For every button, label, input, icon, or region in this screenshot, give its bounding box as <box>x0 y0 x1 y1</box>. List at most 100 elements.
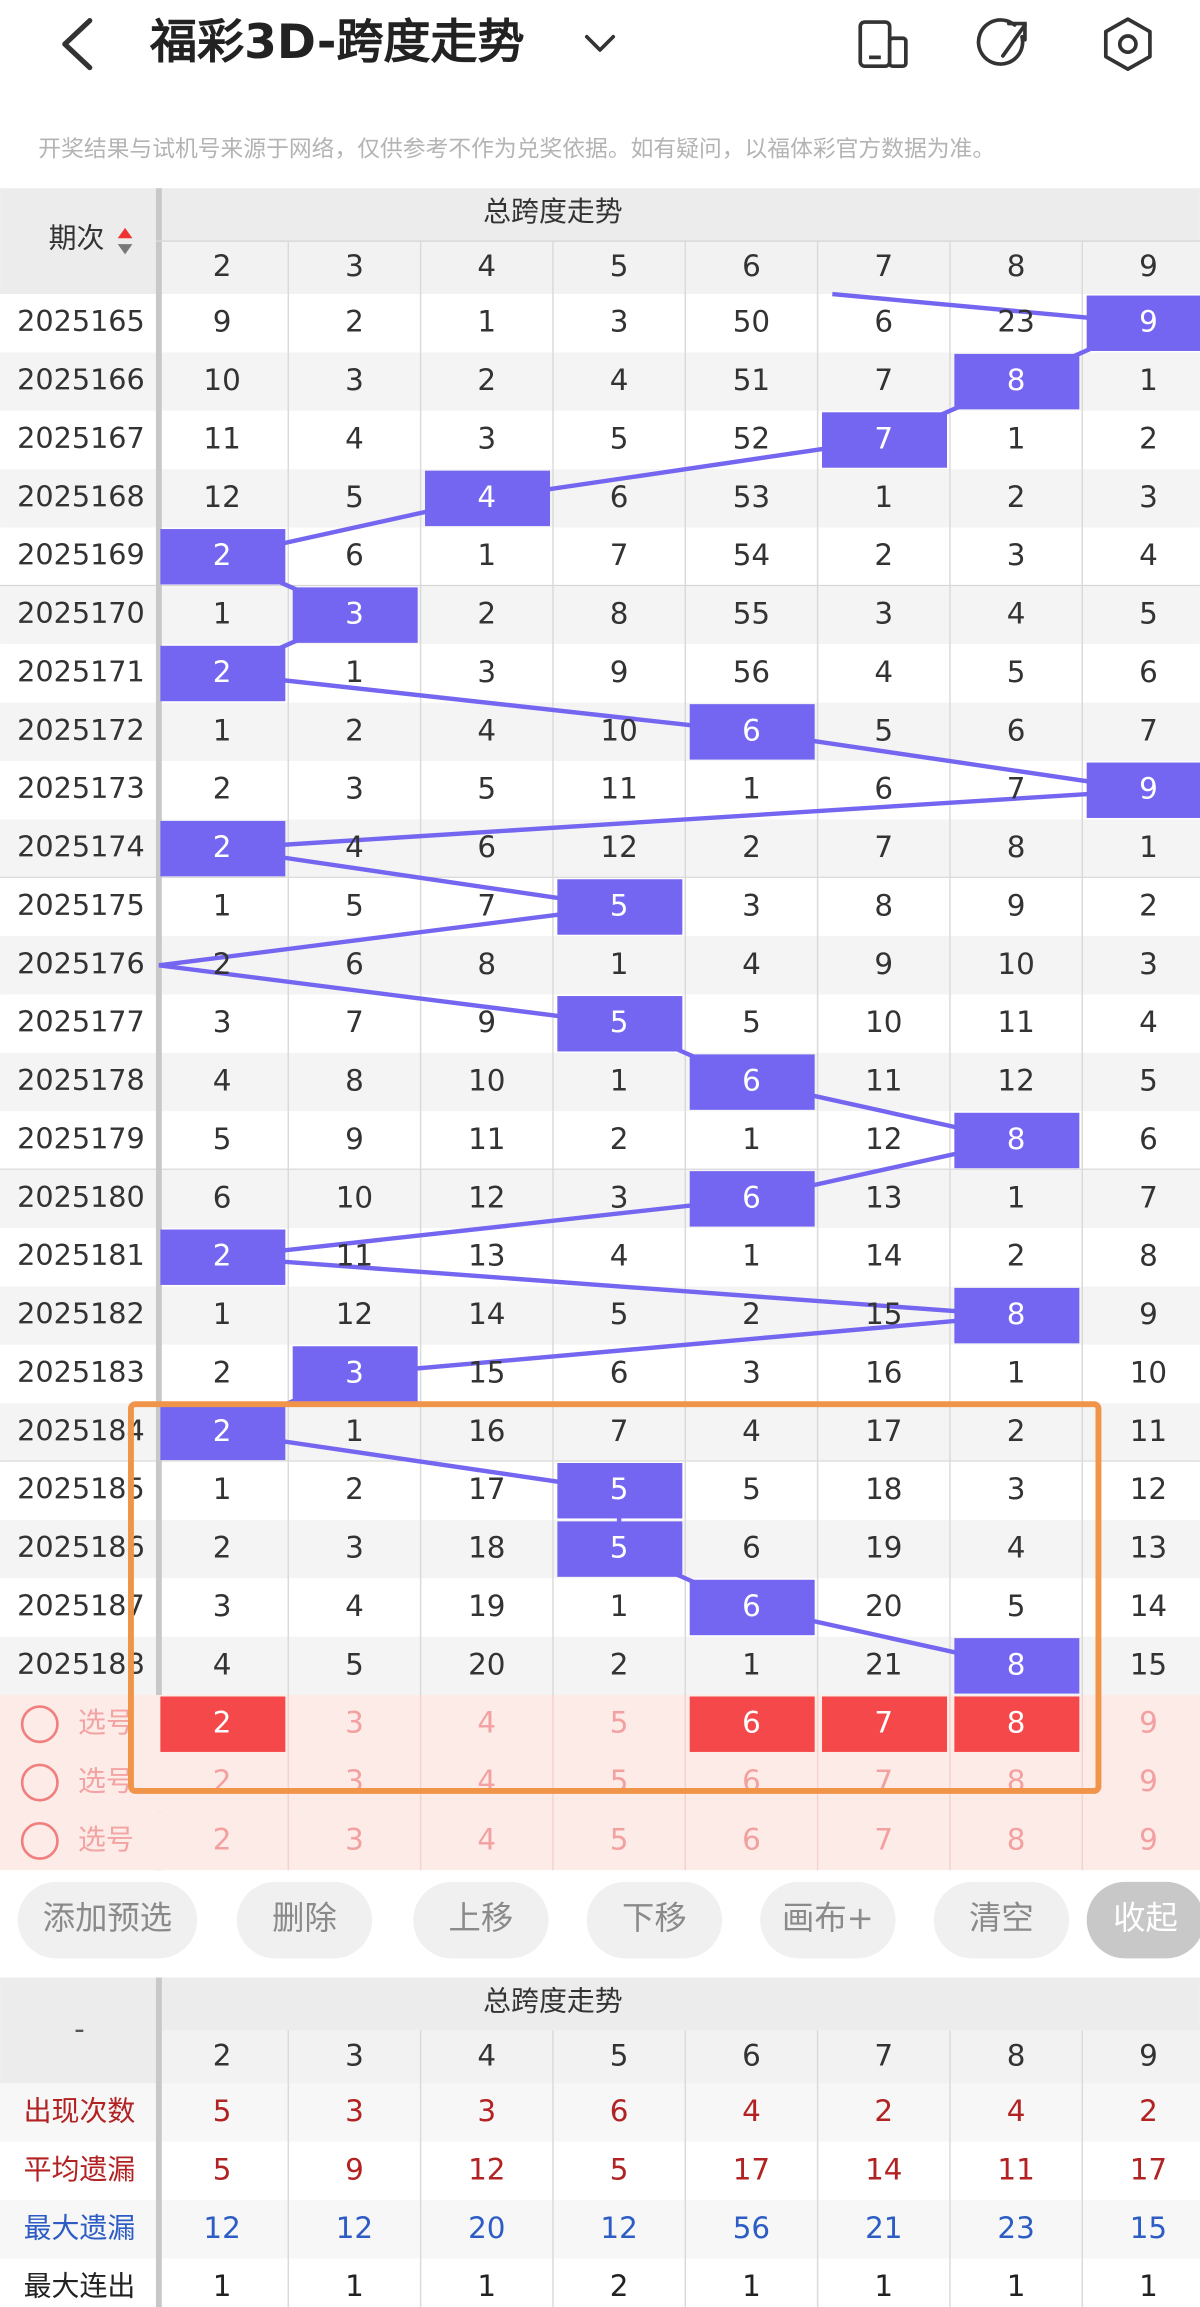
selection-rows: 选号 2 3 4 5 6 7 8 9选号 2 3 4 5 6 7 8 9选号 2 3 4 5 6 7 8 9 <box>0 1695 1200 1871</box>
selection-number[interactable]: 3 <box>345 1822 364 1856</box>
action-button[interactable] <box>586 1881 723 1959</box>
stats-column-label: 8 <box>1007 2038 1026 2072</box>
cell-value: 4 <box>345 1589 364 1623</box>
selection-number[interactable]: 9 <box>1139 1822 1158 1856</box>
selection-number[interactable]: 2 <box>213 1822 232 1856</box>
cell-value: 10 <box>600 713 637 747</box>
title-dropdown[interactable] <box>584 34 616 52</box>
cell-value: 1 <box>1139 363 1158 397</box>
cell-value: 1 <box>477 305 496 339</box>
stats-value: 1 <box>345 2269 364 2303</box>
cell-value: 2 <box>345 713 364 747</box>
period: 2025187 <box>17 1588 145 1622</box>
stats-value: 1 <box>1007 2269 1026 2303</box>
cell-value: 23 <box>997 305 1034 339</box>
select-radio[interactable] <box>20 1822 59 1860</box>
cell-value: 8 <box>1139 1239 1158 1273</box>
cell-value: 3 <box>345 1531 364 1565</box>
cell-value: 1 <box>213 1472 232 1506</box>
stats-label: 平均遗漏 <box>24 2153 136 2186</box>
selection-number[interactable]: 9 <box>1139 1764 1158 1798</box>
select-radio[interactable] <box>20 1763 59 1802</box>
cell-value: 1 <box>874 480 893 514</box>
cell-value: 3 <box>742 888 761 922</box>
cell-value: 13 <box>468 1239 505 1273</box>
period: 2025182 <box>17 1297 145 1331</box>
action-button[interactable] <box>17 1881 198 1959</box>
cell-value: 15 <box>865 1297 902 1331</box>
settings-icon[interactable] <box>1103 17 1152 71</box>
selection-number[interactable]: 4 <box>477 1706 496 1740</box>
cell-value: 6 <box>742 713 761 747</box>
cell-value: 4 <box>477 713 496 747</box>
cell-value: 2 <box>610 1647 629 1681</box>
highlight-box <box>128 1401 1102 1794</box>
period: 2025184 <box>17 1413 145 1447</box>
cell-value: 7 <box>610 1414 629 1448</box>
selection-number[interactable]: 3 <box>345 1706 364 1740</box>
cell-value: 2 <box>742 830 761 864</box>
cell-value: 9 <box>1139 772 1158 806</box>
period: 2025181 <box>17 1238 145 1272</box>
cell-value: 8 <box>477 947 496 981</box>
hit-cell <box>954 1638 1080 1694</box>
column-label: 6 <box>742 249 761 283</box>
cell-value: 11 <box>203 422 240 456</box>
cell-value: 4 <box>213 1647 232 1681</box>
cell-value: 2 <box>213 1414 232 1448</box>
cell-value: 7 <box>610 538 629 572</box>
cell-value: 7 <box>1007 772 1026 806</box>
selection-number[interactable]: 6 <box>742 1822 761 1856</box>
cell-value: 17 <box>865 1414 902 1448</box>
hit-cell <box>557 879 683 935</box>
action-button[interactable] <box>1086 1881 1200 1959</box>
cell-value: 8 <box>610 597 629 631</box>
cell-value: 1 <box>1139 830 1158 864</box>
row-bg <box>0 936 1200 995</box>
selection-number[interactable]: 6 <box>742 1706 761 1740</box>
trend-line <box>221 671 752 735</box>
selection-number[interactable]: 8 <box>1007 1822 1026 1856</box>
stats-value: 2 <box>874 2094 893 2128</box>
selection-number[interactable]: 5 <box>610 1822 629 1856</box>
stats-value: 12 <box>203 2211 240 2245</box>
share-icon[interactable] <box>976 18 1027 66</box>
cell-value: 9 <box>477 1005 496 1039</box>
selection-number[interactable]: 9 <box>1139 1706 1158 1740</box>
selection-number[interactable]: 8 <box>1007 1706 1026 1740</box>
cell-value: 3 <box>1139 947 1158 981</box>
device-icon[interactable] <box>858 20 908 69</box>
cell-value: 1 <box>213 713 232 747</box>
selected-cell <box>689 1696 815 1752</box>
cell-value: 7 <box>345 1005 364 1039</box>
hit-cell <box>160 1229 286 1285</box>
stats-value: 12 <box>600 2211 637 2245</box>
cell-value: 2 <box>345 305 364 339</box>
select-radio[interactable] <box>20 1705 59 1744</box>
cell-value: 3 <box>610 1180 629 1214</box>
button-label: 下移 <box>622 1899 687 1937</box>
cell-value: 2 <box>213 772 232 806</box>
action-button[interactable] <box>413 1881 549 1959</box>
row-bg <box>0 761 1200 820</box>
selection-number[interactable]: 7 <box>874 1706 893 1740</box>
selection-number[interactable]: 7 <box>874 1822 893 1856</box>
cell-value: 8 <box>874 888 893 922</box>
action-button[interactable] <box>236 1881 373 1959</box>
cell-value: 52 <box>733 422 770 456</box>
stats-value: 2 <box>610 2269 629 2303</box>
selection-number[interactable]: 5 <box>610 1706 629 1740</box>
selection-number[interactable]: 2 <box>213 1706 232 1740</box>
cell-value: 2 <box>874 538 893 572</box>
notice: 开奖结果与试机号来源于网络，仅供参考不作为兑奖依据。如有疑问，以福体彩官方数据为… <box>38 136 995 162</box>
selection-number[interactable]: 4 <box>477 1822 496 1856</box>
cell-value: 10 <box>997 947 1034 981</box>
row-bg <box>0 469 1200 528</box>
back-button[interactable] <box>62 18 93 71</box>
trend-line <box>221 846 620 910</box>
cell-value: 56 <box>733 655 770 689</box>
action-button[interactable] <box>933 1881 1070 1959</box>
action-button[interactable] <box>760 1881 896 1959</box>
